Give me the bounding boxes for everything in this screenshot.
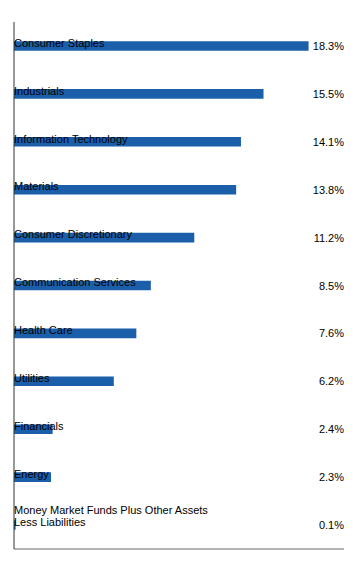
svg-text:13.8%: 13.8% xyxy=(313,184,344,196)
svg-text:Industrials: Industrials xyxy=(14,85,65,97)
svg-text:7.6%: 7.6% xyxy=(319,327,344,339)
svg-text:Money Market Funds Plus Other: Money Market Funds Plus Other AssetsLess… xyxy=(14,504,208,528)
svg-text:Financials: Financials xyxy=(14,420,64,432)
svg-text:Consumer Discretionary: Consumer Discretionary xyxy=(14,228,132,240)
svg-text:2.3%: 2.3% xyxy=(319,471,344,483)
svg-text:11.2%: 11.2% xyxy=(314,232,345,244)
svg-text:Energy: Energy xyxy=(14,468,49,480)
svg-text:18.3%: 18.3% xyxy=(313,40,344,52)
svg-text:0.1%: 0.1% xyxy=(319,519,344,531)
svg-text:Health Care: Health Care xyxy=(14,324,73,336)
svg-text:6.2%: 6.2% xyxy=(319,375,344,387)
svg-text:Utilities: Utilities xyxy=(14,372,50,384)
svg-text:Consumer Staples: Consumer Staples xyxy=(14,37,105,49)
svg-text:8.5%: 8.5% xyxy=(319,280,344,292)
svg-text:2.4%: 2.4% xyxy=(319,423,344,435)
svg-text:Materials: Materials xyxy=(14,180,59,192)
svg-text:15.5%: 15.5% xyxy=(313,88,344,100)
svg-text:14.1%: 14.1% xyxy=(313,136,344,148)
svg-text:Information Technology: Information Technology xyxy=(14,133,128,145)
svg-text:Communication Services: Communication Services xyxy=(14,276,136,288)
